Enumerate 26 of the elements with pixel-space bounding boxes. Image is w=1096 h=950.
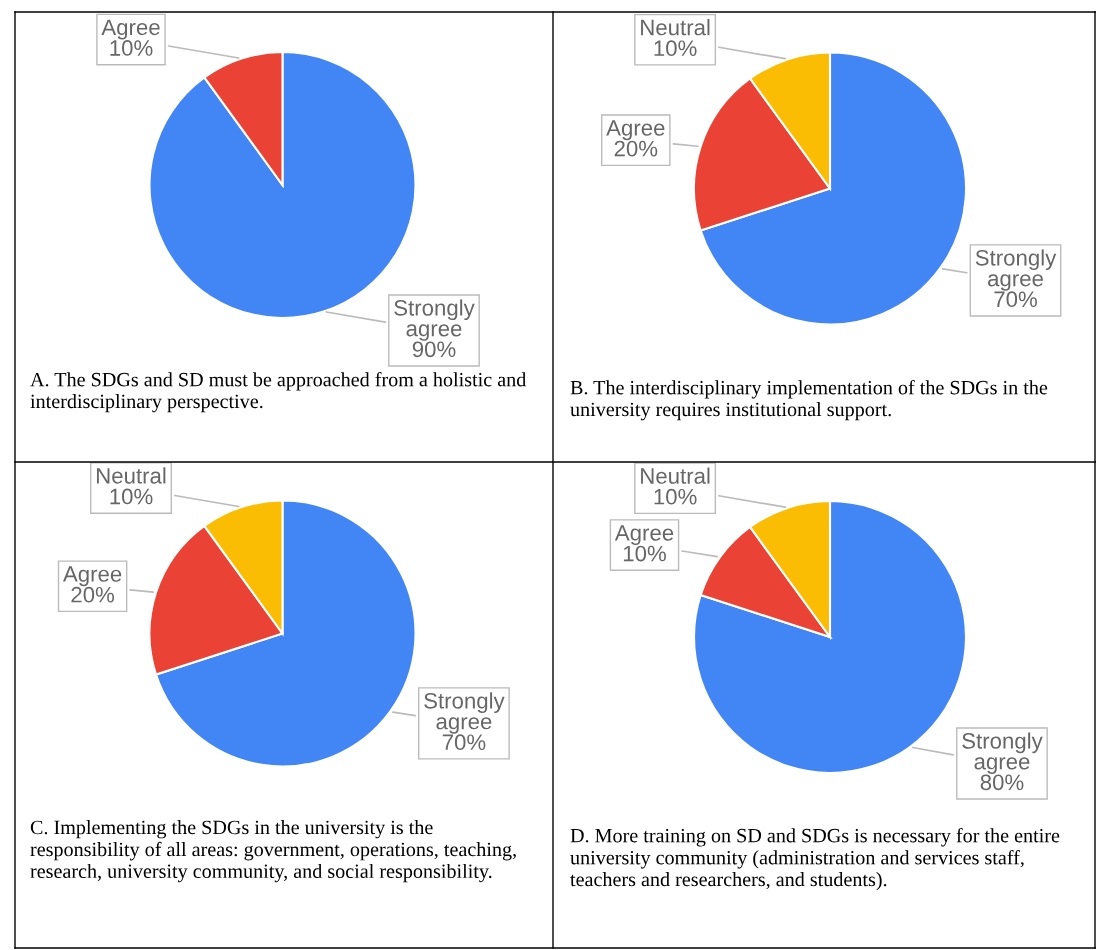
text: B. The interdisciplinary implementation of the SDGs in the university requires institutional support.: [570, 380, 1048, 421]
text: D. More training on SD and SDGs is necessary for the entire university community (administration and services staff, teachers and researchers, and students).: [570, 828, 1060, 891]
slice-label: Neutral: [641, 19, 710, 36]
slice-label: Agree: [101, 19, 160, 40]
data-label: 10%: [623, 545, 666, 562]
slice-label: Agree: [614, 525, 674, 546]
data-label: 10%: [110, 40, 153, 56]
data-label: 90%: [412, 341, 456, 358]
slice-label: Strongly agree: [394, 299, 475, 341]
data-label: 20%: [71, 586, 115, 603]
data-label: 70%: [994, 291, 1037, 308]
slice-label: Neutral: [641, 467, 710, 484]
slice-label: Agree: [62, 566, 122, 587]
slice-label: Strongly agree: [975, 249, 1057, 291]
data-label: 10%: [654, 40, 697, 57]
text: A. The SDGs and SD must be approached from a holistic and interdisciplinary perspective.: [30, 372, 527, 413]
data-label: 80%: [980, 774, 1024, 791]
slice-label: Strongly agree: [424, 692, 505, 734]
slice-label: Neutral: [97, 467, 166, 484]
slice-label: Strongly agree: [962, 732, 1043, 774]
data-label: 20%: [614, 140, 658, 157]
text: C. Implementing the SDGs in the university is the responsibility of all areas: government, operations, teaching, research, university community, and social responsibility.: [30, 820, 516, 883]
data-label: 10%: [654, 488, 697, 505]
data-label: 70%: [442, 734, 486, 751]
slice-label: Agree: [606, 120, 665, 141]
data-label: 10%: [110, 488, 153, 505]
